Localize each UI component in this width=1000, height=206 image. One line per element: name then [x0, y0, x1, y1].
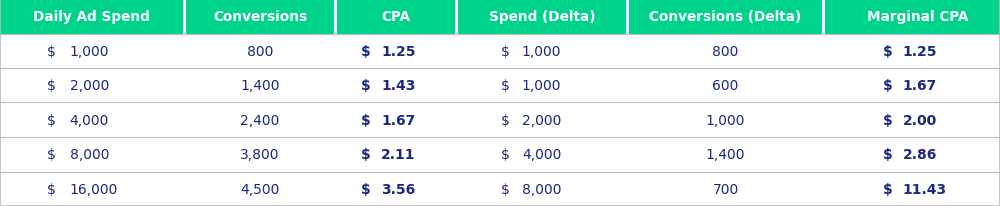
Text: Marginal CPA: Marginal CPA	[867, 10, 968, 24]
Text: 1,400: 1,400	[706, 147, 745, 162]
Text: $: $	[883, 44, 893, 59]
Text: $: $	[361, 147, 371, 162]
Text: Spend (Delta): Spend (Delta)	[489, 10, 595, 24]
Text: $: $	[883, 79, 893, 93]
Text: $: $	[47, 147, 56, 162]
Text: $: $	[47, 182, 56, 196]
Bar	[0, 0, 183, 34]
Text: 11.43: 11.43	[902, 182, 947, 196]
Text: 1,000: 1,000	[70, 44, 109, 59]
Bar	[0, 172, 1000, 206]
Text: 2,000: 2,000	[522, 113, 561, 127]
Text: 3,800: 3,800	[240, 147, 280, 162]
Text: 800: 800	[247, 44, 273, 59]
Text: 16,000: 16,000	[70, 182, 118, 196]
Text: $: $	[501, 44, 509, 59]
Bar	[458, 0, 626, 34]
Text: 1.67: 1.67	[381, 113, 415, 127]
Text: $: $	[47, 44, 56, 59]
Text: 1.43: 1.43	[381, 79, 415, 93]
Text: $: $	[361, 113, 371, 127]
Text: Conversions: Conversions	[213, 10, 307, 24]
Bar	[0, 69, 1000, 103]
Text: $: $	[883, 147, 893, 162]
Text: $: $	[501, 182, 509, 196]
Bar	[337, 0, 455, 34]
Text: 1,000: 1,000	[522, 79, 561, 93]
Text: CPA: CPA	[381, 10, 410, 24]
Text: 8,000: 8,000	[70, 147, 109, 162]
Text: 1,000: 1,000	[706, 113, 745, 127]
Text: $: $	[501, 113, 509, 127]
Text: Conversions (Delta): Conversions (Delta)	[649, 10, 802, 24]
Text: $: $	[47, 79, 56, 93]
Text: 1,400: 1,400	[240, 79, 280, 93]
Text: $: $	[883, 113, 893, 127]
Text: 2,400: 2,400	[240, 113, 280, 127]
Bar	[186, 0, 334, 34]
Text: $: $	[501, 79, 509, 93]
Bar	[629, 0, 822, 34]
Text: $: $	[361, 182, 371, 196]
Text: 2.86: 2.86	[902, 147, 937, 162]
Text: 1.25: 1.25	[381, 44, 415, 59]
Text: 600: 600	[712, 79, 739, 93]
Text: 3.56: 3.56	[381, 182, 415, 196]
Text: 800: 800	[712, 44, 739, 59]
Bar	[0, 103, 1000, 137]
Text: $: $	[361, 44, 371, 59]
Text: 700: 700	[712, 182, 739, 196]
Text: 4,000: 4,000	[522, 147, 561, 162]
Text: $: $	[47, 113, 56, 127]
Text: 2.00: 2.00	[902, 113, 937, 127]
Text: 2,000: 2,000	[70, 79, 109, 93]
Text: $: $	[501, 147, 509, 162]
Text: 1.25: 1.25	[902, 44, 937, 59]
Text: 4,000: 4,000	[70, 113, 109, 127]
Text: $: $	[361, 79, 371, 93]
Bar	[0, 137, 1000, 172]
Text: Daily Ad Spend: Daily Ad Spend	[33, 10, 150, 24]
Text: 2.11: 2.11	[381, 147, 415, 162]
Bar	[0, 34, 1000, 69]
Text: $: $	[883, 182, 893, 196]
Text: 8,000: 8,000	[522, 182, 561, 196]
Text: 1,000: 1,000	[522, 44, 561, 59]
Text: 1.67: 1.67	[902, 79, 937, 93]
Bar	[825, 0, 1000, 34]
Text: 4,500: 4,500	[240, 182, 280, 196]
